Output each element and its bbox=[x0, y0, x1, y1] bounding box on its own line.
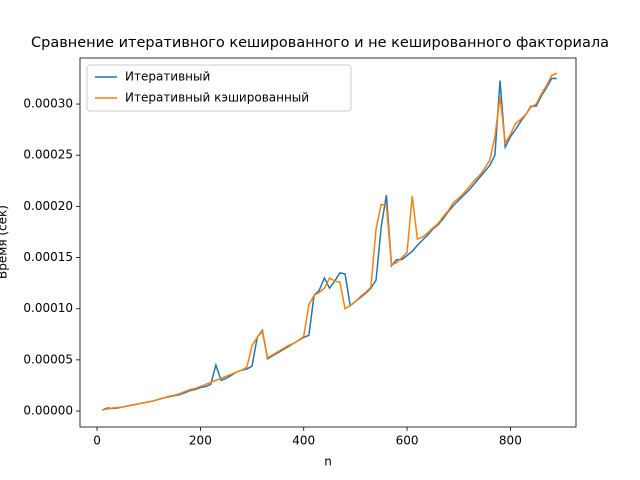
series-line bbox=[101, 77, 557, 411]
y-tick-label: 0.00025 bbox=[23, 148, 73, 162]
y-tick-label: 0.00000 bbox=[23, 404, 73, 418]
y-axis-label: Время (сек) bbox=[0, 205, 10, 279]
chart-title: Сравнение итеративного кешированного и н… bbox=[31, 35, 609, 51]
x-tick-label: 400 bbox=[292, 434, 315, 448]
x-tick-label: 800 bbox=[499, 434, 522, 448]
y-tick-label: 0.00030 bbox=[23, 97, 73, 111]
x-tick-label: 200 bbox=[189, 434, 212, 448]
series-line bbox=[102, 72, 558, 411]
y-tick-label: 0.00015 bbox=[23, 250, 73, 264]
y-tick-label: 0.00020 bbox=[23, 199, 73, 213]
legend-box bbox=[86, 64, 352, 112]
y-tick-label: 0.00010 bbox=[23, 301, 73, 315]
x-axis-label: n bbox=[324, 455, 332, 469]
y-tick-label: 0.00005 bbox=[23, 352, 73, 366]
plot-frame bbox=[79, 57, 577, 428]
x-tick-label: 0 bbox=[93, 434, 101, 448]
legend-label: Итеративный bbox=[125, 70, 210, 84]
x-tick-label: 600 bbox=[396, 434, 419, 448]
legend-label: Итеративный кэшированный bbox=[125, 91, 309, 105]
